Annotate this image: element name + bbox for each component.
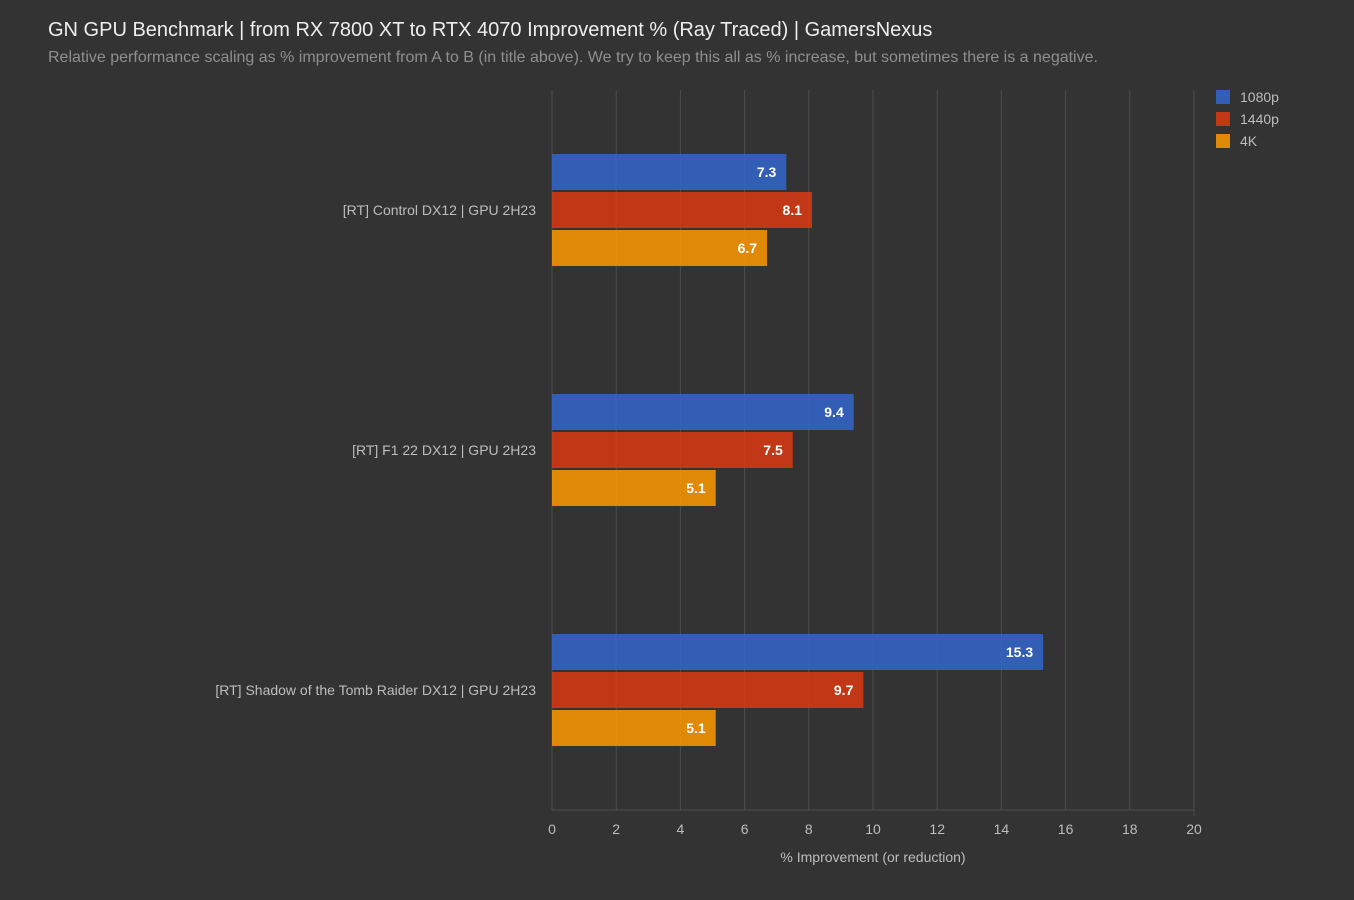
bar (552, 672, 863, 708)
x-tick-label: 20 (1186, 821, 1202, 837)
bar-value-label: 9.4 (824, 404, 844, 420)
chart-title: GN GPU Benchmark | from RX 7800 XT to RT… (48, 19, 932, 41)
bar-value-label: 6.7 (738, 240, 758, 256)
x-tick-label: 0 (548, 821, 556, 837)
bar (552, 230, 767, 266)
x-axis-label: % Improvement (or reduction) (780, 849, 965, 865)
bar-value-label: 9.7 (834, 682, 854, 698)
x-tick-label: 16 (1058, 821, 1074, 837)
x-tick-label: 14 (994, 821, 1010, 837)
bar-value-label: 8.1 (783, 202, 803, 218)
bar (552, 192, 812, 228)
legend-label: 4K (1240, 133, 1258, 149)
legend-swatch (1216, 134, 1230, 148)
bar-value-label: 15.3 (1006, 644, 1033, 660)
x-tick-label: 4 (677, 821, 685, 837)
category-label: [RT] F1 22 DX12 | GPU 2H23 (352, 442, 536, 458)
bar (552, 394, 854, 430)
bar-value-label: 5.1 (686, 480, 706, 496)
x-tick-label: 2 (612, 821, 620, 837)
bar (552, 154, 786, 190)
bar (552, 634, 1043, 670)
x-tick-label: 6 (741, 821, 749, 837)
x-tick-label: 8 (805, 821, 813, 837)
x-tick-label: 12 (929, 821, 945, 837)
category-label: [RT] Control DX12 | GPU 2H23 (343, 202, 536, 218)
bar-value-label: 7.3 (757, 164, 777, 180)
bar-value-label: 5.1 (686, 720, 706, 736)
x-tick-label: 18 (1122, 821, 1138, 837)
chart-subtitle: Relative performance scaling as % improv… (48, 49, 1098, 66)
chart-root: GN GPU Benchmark | from RX 7800 XT to RT… (0, 0, 1354, 900)
legend-swatch (1216, 90, 1230, 104)
legend-label: 1080p (1240, 89, 1279, 105)
bar-value-label: 7.5 (763, 442, 783, 458)
legend-label: 1440p (1240, 111, 1279, 127)
benchmark-chart: GN GPU Benchmark | from RX 7800 XT to RT… (0, 0, 1354, 900)
x-tick-label: 10 (865, 821, 881, 837)
legend-swatch (1216, 112, 1230, 126)
category-label: [RT] Shadow of the Tomb Raider DX12 | GP… (215, 682, 536, 698)
bar (552, 432, 793, 468)
